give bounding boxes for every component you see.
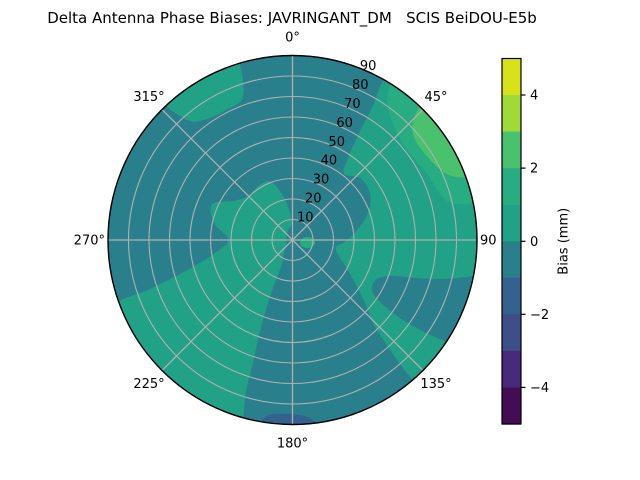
angular-tick-label: 90 <box>480 234 497 249</box>
angular-gridline <box>161 239 293 371</box>
blue-south-rim-sliver <box>259 413 319 425</box>
angular-gridline <box>292 109 424 241</box>
angular-tick-label: 270° <box>74 234 105 249</box>
colorbar-tick-label: −2 <box>530 308 549 323</box>
radial-tick-label: 30 <box>313 173 330 188</box>
radial-tick-label: 60 <box>336 116 353 131</box>
colorbar-band <box>502 204 521 242</box>
radial-tick-label: 40 <box>321 154 338 169</box>
angular-tick-label: 225° <box>133 377 164 392</box>
polar-grid <box>108 55 477 425</box>
colorbar-tick-label: 4 <box>530 89 538 104</box>
colorbar-band <box>502 387 521 425</box>
angular-tick-label: 315° <box>133 90 164 105</box>
radial-tick-label: 70 <box>344 97 361 112</box>
angular-tick-label: 0° <box>285 31 300 46</box>
angular-tick-label: 180° <box>277 437 308 452</box>
colorbar-tick-label: −4 <box>530 381 549 396</box>
angular-gridline <box>161 109 293 241</box>
green-ne-rim-core <box>412 103 471 178</box>
colorbar-tick-label: 2 <box>530 162 538 177</box>
colorbar-band <box>502 168 521 206</box>
radial-tick-label: 10 <box>297 211 314 226</box>
colorbar-band <box>502 277 521 315</box>
radial-tick-label: 20 <box>305 192 322 207</box>
colorbar-band <box>502 58 521 96</box>
colorbar-band <box>502 350 521 389</box>
colorbar-band <box>502 95 521 133</box>
colorbar-tick-label: 0 <box>530 235 538 250</box>
colorbar-band <box>502 314 521 352</box>
colorbar: 4 2 0 −2 −4 Bias (mm) <box>501 57 572 425</box>
radial-tick-label: 50 <box>328 135 345 150</box>
angular-tick-label: 135° <box>420 377 451 392</box>
colorbar-band <box>502 131 521 169</box>
colorbar-band <box>502 241 521 279</box>
light-west-blob <box>113 180 292 423</box>
polar-spine <box>107 54 478 426</box>
radial-tick-label: 80 <box>352 78 369 93</box>
angular-gridline <box>292 239 424 371</box>
colorbar-axis-label: Bias (mm) <box>557 208 572 275</box>
radial-tick-label: 90 <box>360 59 377 74</box>
light-northwest-rim-patch <box>163 57 244 122</box>
angular-tick-label: 45° <box>424 90 447 105</box>
chart-title: Delta Antenna Phase Biases: JAVRINGANT_D… <box>47 9 537 27</box>
